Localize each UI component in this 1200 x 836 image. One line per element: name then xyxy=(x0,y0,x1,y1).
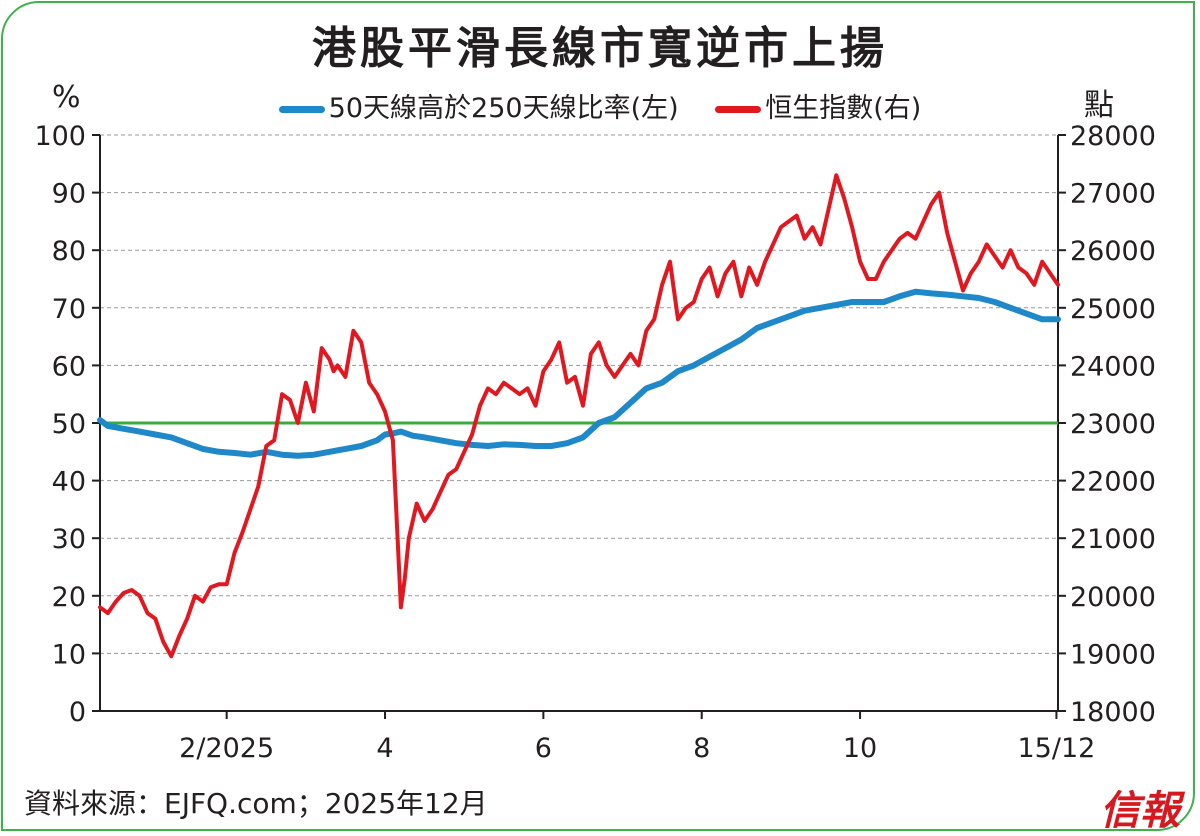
x-tick-label: 15/12 xyxy=(1018,733,1096,764)
legend-item-ratio: 50天線高於250天線比率(左) xyxy=(278,86,679,125)
legend: 50天線高於250天線比率(左) 恒生指數(右) xyxy=(0,86,1200,125)
legend-swatch-hsi xyxy=(715,106,762,113)
right-tick-label: 18000 xyxy=(1070,697,1156,728)
left-tick-label: 90 xyxy=(52,179,86,210)
right-tick-label: 23000 xyxy=(1070,409,1156,440)
left-tick-label: 10 xyxy=(52,639,86,670)
left-axis-unit: % xyxy=(52,80,81,115)
right-tick-label: 22000 xyxy=(1070,467,1156,498)
series-line-ratio xyxy=(97,288,1061,459)
series-line-hsi xyxy=(98,173,1060,659)
left-tick-label: 80 xyxy=(52,236,86,267)
legend-item-hsi: 恒生指數(右) xyxy=(715,86,921,125)
x-tick-label: 6 xyxy=(535,733,552,764)
left-tick-label: 70 xyxy=(52,294,86,325)
right-tick-label: 25000 xyxy=(1070,294,1156,325)
left-tick-label: 20 xyxy=(52,582,86,613)
chart-title: 港股平滑長線市寬逆市上揚 xyxy=(312,23,888,74)
right-tick-label: 28000 xyxy=(1070,121,1156,152)
right-tick-label: 20000 xyxy=(1070,582,1156,613)
left-tick-label: 30 xyxy=(52,524,86,555)
x-tick-label: 10 xyxy=(843,733,877,764)
source-note: 資料來源：EJFQ.com；2025年12月 xyxy=(24,787,488,820)
right-tick-label: 19000 xyxy=(1070,639,1156,670)
x-tick-label: 2/2025 xyxy=(179,733,274,764)
legend-swatch-ratio xyxy=(278,106,325,113)
left-tick-label: 50 xyxy=(52,409,86,440)
left-tick-label: 60 xyxy=(52,351,86,382)
right-tick-label: 21000 xyxy=(1070,524,1156,555)
legend-label-ratio: 50天線高於250天線比率(左) xyxy=(328,93,679,124)
x-tick-label: 8 xyxy=(693,733,710,764)
left-tick-label: 0 xyxy=(69,697,86,728)
right-axis-unit: 點 xyxy=(1084,88,1114,123)
legend-label-hsi: 恒生指數(右) xyxy=(765,93,922,124)
right-tick-label: 27000 xyxy=(1070,179,1156,210)
x-tick-label: 4 xyxy=(376,733,393,764)
left-tick-label: 100 xyxy=(34,121,86,152)
left-tick-label: 40 xyxy=(52,467,86,498)
brand-logo: 信報 xyxy=(1100,787,1180,834)
right-tick-label: 26000 xyxy=(1070,236,1156,267)
right-tick-label: 24000 xyxy=(1070,351,1156,382)
